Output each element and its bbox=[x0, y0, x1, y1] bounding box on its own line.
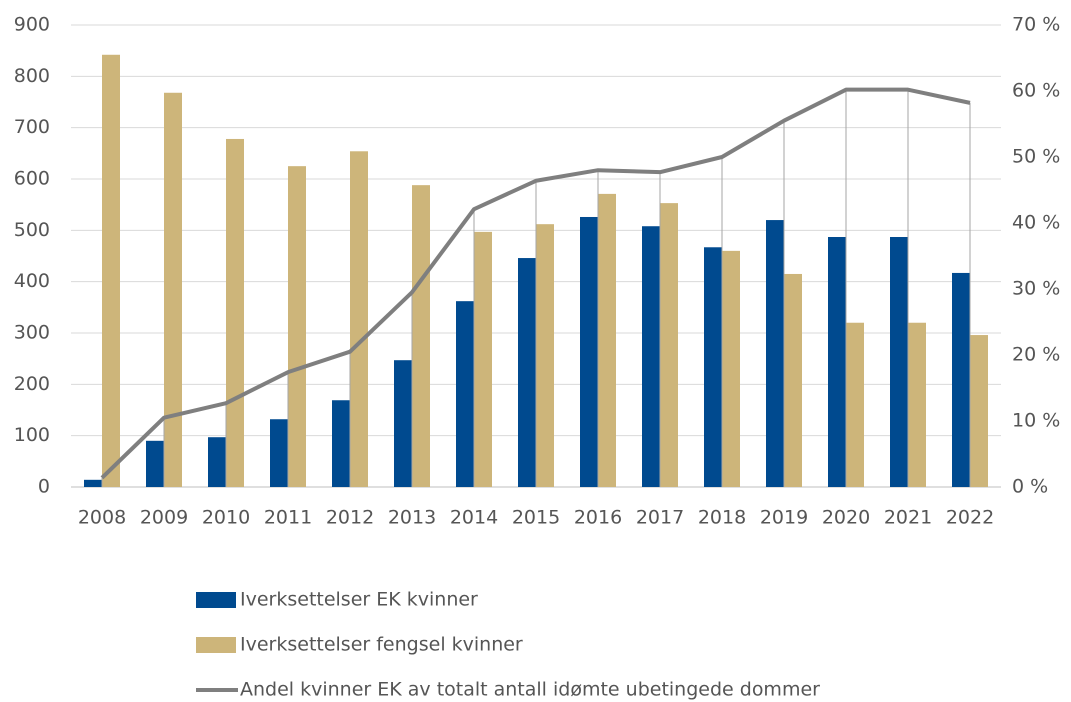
y-tick-label: 500 bbox=[14, 219, 50, 241]
bar bbox=[846, 322, 864, 487]
bar bbox=[456, 301, 474, 487]
y-tick-label: 100 bbox=[14, 424, 50, 446]
x-tick-label: 2012 bbox=[326, 507, 374, 529]
legend-swatch bbox=[196, 637, 236, 653]
x-tick-label: 2016 bbox=[574, 507, 622, 529]
y2-tick-label: 10 % bbox=[1012, 410, 1060, 432]
x-tick-label: 2008 bbox=[78, 507, 126, 529]
y2-tick-label: 20 % bbox=[1012, 344, 1060, 366]
legend-swatch bbox=[196, 592, 236, 608]
line-series bbox=[100, 87, 971, 480]
x-tick-label: 2010 bbox=[202, 507, 250, 529]
legend-label: Iverksettelser EK kvinner bbox=[240, 589, 478, 611]
x-tick-label: 2013 bbox=[388, 507, 436, 529]
x-tick-label: 2009 bbox=[140, 507, 188, 529]
bar bbox=[722, 250, 740, 487]
bar bbox=[518, 258, 536, 487]
y2-tick-label: 40 % bbox=[1012, 212, 1060, 234]
bar bbox=[890, 237, 908, 487]
bar bbox=[828, 237, 846, 487]
y-tick-label: 900 bbox=[14, 14, 50, 36]
bar bbox=[598, 193, 616, 488]
x-tick-label: 2021 bbox=[884, 507, 932, 529]
y2-tick-label: 50 % bbox=[1012, 146, 1060, 168]
bar bbox=[704, 247, 722, 487]
bar bbox=[908, 322, 926, 487]
bar bbox=[784, 273, 802, 487]
bar bbox=[350, 151, 368, 487]
bar bbox=[412, 185, 430, 487]
bar bbox=[102, 54, 120, 487]
x-tick-label: 2022 bbox=[946, 507, 994, 529]
bar bbox=[394, 360, 412, 487]
x-tick-label: 2014 bbox=[450, 507, 498, 529]
bar bbox=[164, 92, 182, 487]
bar bbox=[580, 216, 598, 487]
bar bbox=[288, 166, 306, 487]
bar bbox=[766, 220, 784, 488]
y-tick-label: 0 bbox=[38, 476, 50, 498]
x-tick-label: 2011 bbox=[264, 507, 312, 529]
bar bbox=[226, 138, 244, 487]
x-tick-label: 2019 bbox=[760, 507, 808, 529]
y2-tick-label: 30 % bbox=[1012, 278, 1060, 300]
y-tick-label: 600 bbox=[14, 168, 50, 190]
y-tick-label: 300 bbox=[14, 322, 50, 344]
legend-label: Andel kvinner EK av totalt antall idømte… bbox=[240, 679, 820, 701]
x-tick-label: 2020 bbox=[822, 507, 870, 529]
x-tick-label: 2018 bbox=[698, 507, 746, 529]
y-tick-label: 200 bbox=[14, 373, 50, 395]
bar bbox=[84, 479, 102, 487]
bar bbox=[642, 226, 660, 487]
bar bbox=[536, 224, 554, 487]
bar bbox=[270, 419, 288, 487]
y-tick-label: 800 bbox=[14, 65, 50, 87]
y-tick-label: 700 bbox=[14, 116, 50, 138]
bar bbox=[208, 437, 226, 487]
bar bbox=[952, 272, 970, 487]
bar bbox=[660, 203, 678, 488]
y2-tick-label: 0 % bbox=[1012, 476, 1048, 498]
y2-tick-label: 70 % bbox=[1012, 14, 1060, 36]
bar bbox=[332, 400, 350, 487]
bar bbox=[970, 335, 988, 487]
bar bbox=[474, 231, 492, 487]
legend-label: Iverksettelser fengsel kvinner bbox=[240, 634, 523, 656]
x-tick-label: 2015 bbox=[512, 507, 560, 529]
y2-tick-label: 60 % bbox=[1012, 80, 1060, 102]
bar bbox=[146, 440, 164, 487]
x-tick-label: 2017 bbox=[636, 507, 684, 529]
y-tick-label: 400 bbox=[14, 270, 50, 292]
